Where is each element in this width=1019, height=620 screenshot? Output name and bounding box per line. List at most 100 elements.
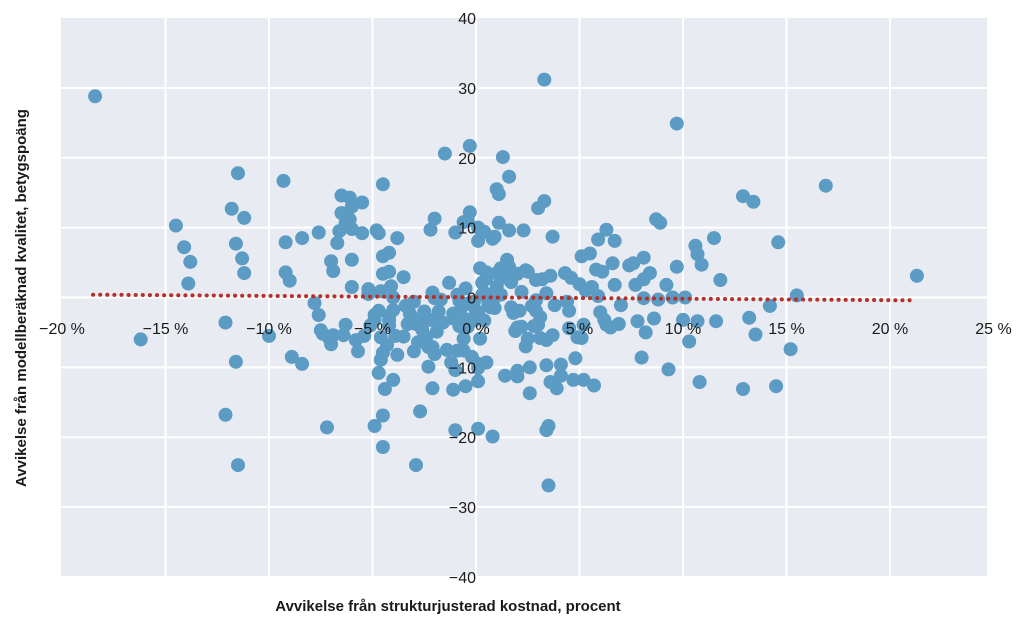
data-point bbox=[390, 231, 405, 246]
y-tick-label: −10 bbox=[449, 360, 476, 377]
data-point bbox=[591, 232, 606, 247]
data-point bbox=[218, 315, 233, 330]
data-point bbox=[320, 420, 334, 435]
data-point bbox=[485, 429, 500, 444]
x-tick-label: −5 % bbox=[354, 321, 391, 338]
data-point bbox=[330, 236, 345, 250]
data-point bbox=[231, 166, 245, 181]
data-point bbox=[574, 331, 589, 345]
data-point bbox=[587, 378, 601, 393]
data-point bbox=[421, 359, 436, 374]
x-tick-label: 20 % bbox=[872, 321, 908, 338]
x-tick-label: −10 % bbox=[246, 321, 292, 338]
data-point bbox=[547, 298, 562, 313]
data-point bbox=[344, 280, 359, 294]
y-tick-label: −30 bbox=[449, 500, 476, 517]
data-point bbox=[386, 290, 401, 305]
data-point bbox=[909, 268, 924, 283]
data-point bbox=[626, 256, 641, 271]
data-point bbox=[576, 372, 591, 387]
data-point bbox=[541, 478, 556, 493]
data-point bbox=[742, 310, 757, 325]
y-tick-label: 0 bbox=[467, 291, 476, 308]
data-point bbox=[183, 254, 198, 269]
data-point bbox=[402, 306, 417, 321]
data-point bbox=[736, 382, 750, 396]
data-point bbox=[311, 225, 326, 240]
data-point bbox=[278, 235, 293, 250]
data-point bbox=[390, 347, 405, 362]
data-point bbox=[409, 458, 423, 473]
data-point bbox=[237, 266, 252, 281]
data-point bbox=[566, 372, 581, 387]
data-point bbox=[440, 342, 454, 357]
data-point bbox=[88, 89, 103, 104]
data-point bbox=[377, 382, 392, 396]
data-point bbox=[636, 291, 651, 306]
x-tick-label: 0 % bbox=[462, 321, 490, 338]
data-point bbox=[522, 386, 537, 401]
data-point bbox=[605, 256, 620, 271]
data-point bbox=[539, 358, 554, 373]
data-point bbox=[491, 187, 506, 202]
data-point bbox=[406, 294, 421, 309]
data-point bbox=[326, 264, 341, 278]
data-point bbox=[642, 266, 657, 281]
data-point bbox=[433, 292, 448, 307]
data-point bbox=[510, 363, 525, 378]
data-point bbox=[669, 116, 684, 131]
data-point bbox=[545, 328, 560, 343]
data-point bbox=[423, 222, 438, 237]
data-point bbox=[479, 355, 494, 370]
data-point bbox=[493, 287, 508, 302]
x-tick-label: 5 % bbox=[566, 321, 594, 338]
data-point bbox=[458, 379, 473, 394]
y-axis-title: Avvikelse från modellberäknad kvalitet, … bbox=[13, 109, 30, 487]
data-point bbox=[748, 327, 763, 342]
data-point bbox=[692, 375, 707, 389]
data-point bbox=[522, 360, 537, 375]
data-point bbox=[539, 286, 554, 301]
data-point bbox=[595, 264, 610, 279]
y-tick-label: −20 bbox=[449, 430, 476, 447]
data-point bbox=[473, 331, 488, 346]
data-point bbox=[446, 382, 461, 397]
data-point bbox=[386, 372, 401, 387]
data-point bbox=[456, 331, 471, 346]
data-point bbox=[355, 226, 370, 241]
data-point bbox=[228, 236, 243, 251]
data-point bbox=[231, 458, 245, 473]
data-point bbox=[448, 225, 463, 240]
data-point bbox=[355, 195, 370, 210]
data-point bbox=[351, 344, 365, 359]
data-point bbox=[611, 317, 626, 331]
data-point bbox=[384, 279, 399, 294]
data-point bbox=[371, 365, 386, 380]
data-point bbox=[462, 138, 477, 153]
data-point bbox=[549, 381, 564, 396]
data-point bbox=[495, 150, 510, 165]
data-point bbox=[502, 169, 517, 184]
x-tick-label: 15 % bbox=[768, 321, 804, 338]
data-points bbox=[88, 72, 924, 493]
data-point bbox=[371, 226, 386, 241]
data-point bbox=[375, 408, 390, 423]
data-point bbox=[477, 313, 492, 328]
data-point bbox=[576, 317, 591, 332]
data-point bbox=[537, 72, 552, 87]
data-point bbox=[647, 311, 661, 326]
data-point bbox=[448, 363, 463, 378]
data-point bbox=[168, 218, 183, 233]
data-point bbox=[276, 173, 291, 188]
data-point bbox=[471, 374, 486, 389]
data-point bbox=[336, 328, 351, 343]
data-point bbox=[133, 332, 148, 347]
data-point bbox=[707, 231, 721, 246]
data-point bbox=[284, 349, 299, 364]
data-point bbox=[599, 222, 614, 237]
x-tick-label: −20 % bbox=[39, 321, 85, 338]
data-point bbox=[502, 223, 517, 238]
data-point bbox=[382, 264, 397, 279]
data-point bbox=[533, 310, 548, 325]
